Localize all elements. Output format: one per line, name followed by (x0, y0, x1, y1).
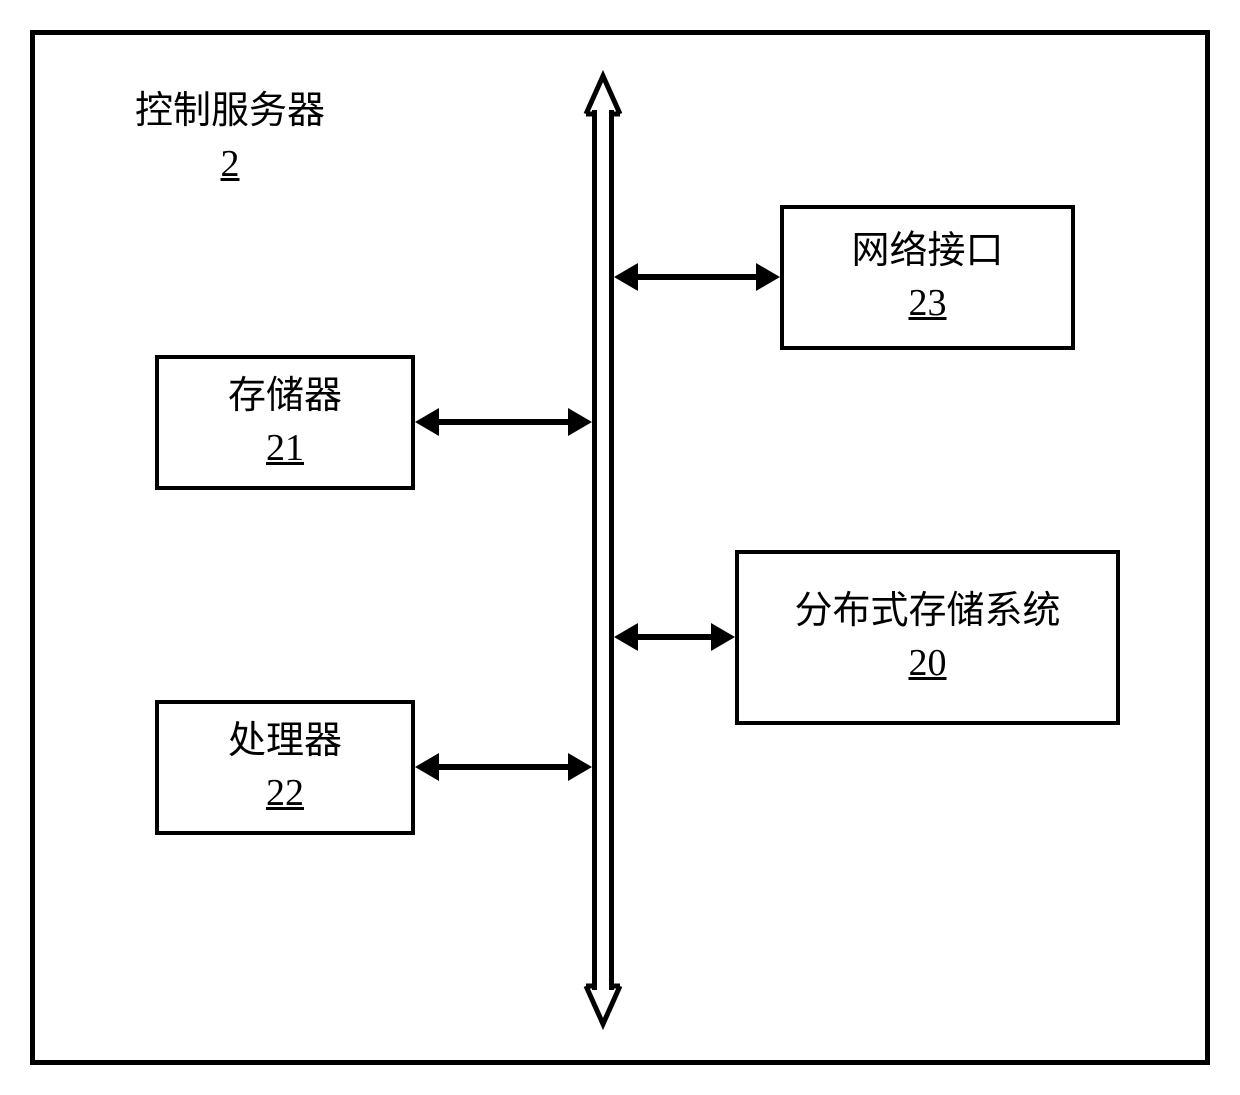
network-interface-label: 网络接口 (851, 226, 1003, 277)
memory-label: 存储器 (228, 371, 342, 422)
diagram-title: 控制服务器 2 (135, 85, 325, 191)
processor-number: 22 (266, 768, 304, 819)
title-label: 控制服务器 (135, 85, 325, 138)
processor-connector-head-right (568, 753, 592, 781)
processor-connector-head-left (415, 753, 439, 781)
distributed-storage-number: 20 (909, 638, 947, 689)
storage-connector-head-right (711, 623, 735, 651)
distributed-storage-label: 分布式存储系统 (794, 586, 1060, 637)
network-interface-node: 网络接口 23 (780, 205, 1075, 350)
processor-connector-line (437, 764, 570, 770)
processor-label: 处理器 (228, 716, 342, 767)
network-connector-line (638, 274, 758, 280)
bus-shaft-left (592, 110, 597, 990)
network-connector-head-right (756, 263, 780, 291)
bus-arrow-down (573, 982, 633, 1030)
bus-arrow-up (573, 70, 633, 118)
storage-connector-head-left (614, 623, 638, 651)
memory-connector-head-left (415, 408, 439, 436)
network-connector-head-left (614, 263, 638, 291)
processor-node: 处理器 22 (155, 700, 415, 835)
memory-connector-head-right (568, 408, 592, 436)
memory-number: 21 (266, 423, 304, 474)
memory-connector-line (437, 419, 570, 425)
title-number: 2 (135, 138, 325, 191)
memory-node: 存储器 21 (155, 355, 415, 490)
bus-shaft-right (609, 110, 614, 990)
distributed-storage-node: 分布式存储系统 20 (735, 550, 1120, 725)
storage-connector-line (638, 634, 713, 640)
network-interface-number: 23 (909, 278, 947, 329)
